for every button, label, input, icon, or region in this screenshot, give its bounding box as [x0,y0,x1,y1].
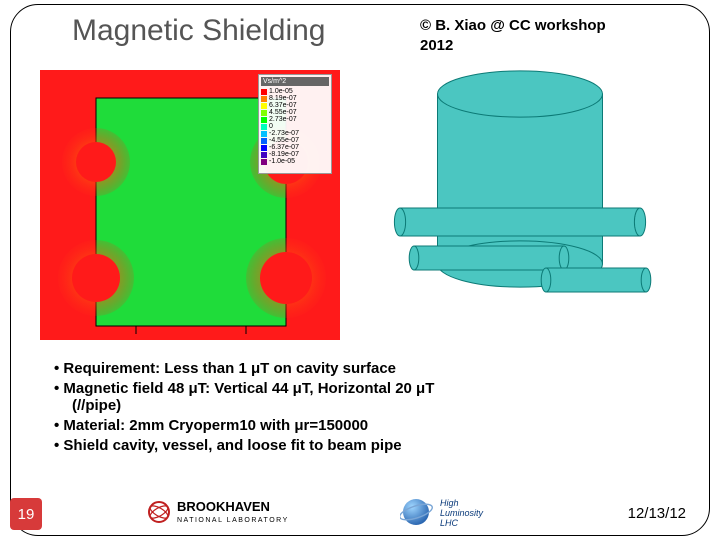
field-map-figure: Vs/m^2 1.0e-058.19e-076.37e-074.55e-072.… [40,70,340,340]
bullet-3: Material: 2mm Cryoperm10 with μr=150000 [48,417,434,434]
cad-svg [370,70,670,340]
colorbar-header: Vs/m^2 [261,77,329,86]
hilumi-logo: High Luminosity LHC [400,496,560,528]
page-number: 19 [18,506,35,523]
date: 12/13/12 [628,505,686,522]
svg-text:BROOKHAVEN: BROOKHAVEN [177,499,270,514]
svg-text:LHC: LHC [440,518,459,528]
bnl-logo: BROOKHAVEN NATIONAL LABORATORY [145,496,345,528]
bullet-2: Magnetic field 48 μT: Vertical 44 μT, Ho… [48,380,434,414]
svg-text:NATIONAL LABORATORY: NATIONAL LABORATORY [177,517,289,524]
svg-text:High: High [440,498,459,508]
credit-line-1: © B. Xiao @ CC workshop [420,17,606,34]
credit-line-2: 2012 [420,37,453,54]
bullet-1: Requirement: Less than 1 μT on cavity su… [48,360,434,377]
bullets: Requirement: Less than 1 μT on cavity su… [48,360,434,457]
page-title: Magnetic Shielding [72,14,326,48]
page-number-badge: 19 [10,498,42,530]
cad-figure [370,70,670,340]
bullet-4: Shield cavity, vessel, and loose fit to … [48,437,434,454]
svg-text:Luminosity: Luminosity [440,508,484,518]
colorbar: Vs/m^2 1.0e-058.19e-076.37e-074.55e-072.… [258,74,332,174]
credit: © B. Xiao @ CC workshop 2012 [420,16,606,55]
